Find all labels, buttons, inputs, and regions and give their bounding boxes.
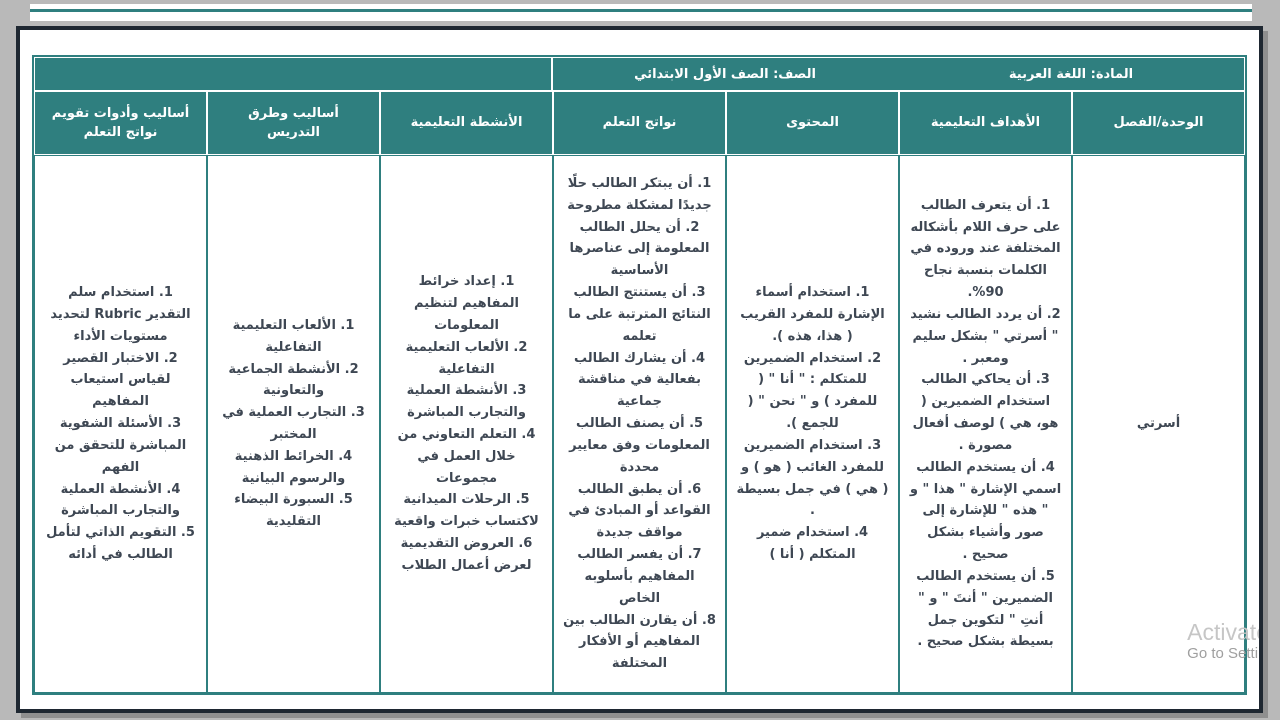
cell-assessment: 1. استخدام سلم التقدير Rubric لتحديد مست… <box>34 155 207 693</box>
list-item: 5. السبورة البيضاء التقليدية <box>234 492 353 530</box>
cell-activities: 1. إعداد خرائط المفاهيم لتنظيم المعلومات… <box>380 155 553 693</box>
column-header-unit: الوحدة/الفصل <box>1072 91 1245 155</box>
list-item: 3. استخدام الضميرين للمفرد الغائب ( هو )… <box>736 437 889 519</box>
column-header-methods: أساليب وطرق التدريس <box>207 91 380 155</box>
list-item: 1. استخدام أسماء الإشارة للمفرد القريب (… <box>740 285 885 344</box>
grade-label: الصف: الصف الأول الابتدائي <box>634 66 816 82</box>
list-item: 4. أن يشارك الطالب بفعالية في مناقشة جما… <box>573 350 706 410</box>
list-item: 2. الأنشطة الجماعية والتعاونية <box>228 361 359 399</box>
column-header-assessment: أساليب وأدوات تقويم نواتج التعلم <box>34 91 207 155</box>
list-item: 4. استخدام ضمير المتكلم ( أنا ) <box>756 525 869 563</box>
list-item: 3. الأسئلة الشفوية المباشرة للتحقق من ال… <box>54 416 187 475</box>
cell-methods: 1. الألعاب التعليمية التفاعلية 2. الأنشطة… <box>207 155 380 693</box>
lesson-plan-table: المادة: اللغة العربية الصف: الصف الأول ا… <box>32 55 1247 695</box>
list-item: 1. إعداد خرائط المفاهيم لتنظيم المعلومات <box>414 274 519 333</box>
list-item: 2. الاختبار القصير لقياس استيعاب المفاهي… <box>63 350 178 410</box>
list-item: 4. الخرائط الذهنية والرسوم البيانية <box>234 448 353 486</box>
list-item: 3. أن يستنتج الطالب النتائج المترتبة على… <box>568 285 711 344</box>
list-item: 5. التقويم الذاتي لتأمل الطالب في أدائه <box>46 525 195 563</box>
column-header-objectives: الأهداف التعليمية <box>899 91 1072 155</box>
list-item: 2. أن يحلل الطالب المعلومة إلى عناصرها ا… <box>569 219 710 279</box>
list-item: 3. الأنشطة العملية والتجارب المباشرة <box>406 383 527 421</box>
table-top-header-row: المادة: اللغة العربية الصف: الصف الأول ا… <box>34 57 1245 91</box>
list-item: 2. استخدام الضميرين للمتكلم : " أنا " ( … <box>743 350 882 432</box>
cell-outcomes: 1. أن يبتكر الطالب حلًا جديدًا لمشكلة مط… <box>553 155 726 693</box>
list-item: 1. استخدام سلم التقدير Rubric لتحديد مست… <box>50 285 191 344</box>
table-body-row: أسرتي 1. أن يتعرف الطالب على حرف اللام ب… <box>34 155 1245 693</box>
list-item: 6. العروض التقديمية لعرض أعمال الطلاب <box>400 536 533 573</box>
column-header-activities: الأنشطة التعليمية <box>380 91 553 155</box>
list-item: 5. الرحلات الميدانية لاكتساب خبرات واقعي… <box>394 492 539 530</box>
list-item: 1. أن يتعرف الطالب على حرف اللام بأشكاله… <box>910 197 1061 301</box>
cell-objectives: 1. أن يتعرف الطالب على حرف اللام بأشكاله… <box>899 155 1072 693</box>
page-frame: المادة: اللغة العربية الصف: الصف الأول ا… <box>16 26 1263 713</box>
list-item: 6. أن يطبق الطالب القواعد أو المبادئ في … <box>568 481 711 541</box>
list-item: 1. أن يبتكر الطالب حلًا جديدًا لمشكلة مط… <box>567 175 712 213</box>
list-item: 2. أن يردد الطالب نشيد " أسرتي " بشكل سل… <box>910 306 1061 366</box>
column-header-content: المحتوى <box>726 91 899 155</box>
list-item: 3. التجارب العملية في المختبر <box>222 405 365 442</box>
list-item: 8. أن يقارن الطالب بين المفاهيم أو الأفك… <box>563 612 716 672</box>
top-page-strip <box>30 4 1252 21</box>
subject-label: المادة: اللغة العربية <box>1008 66 1134 82</box>
list-item: 3. أن يحاكي الطالب استخدام الضميرين ( هو… <box>912 372 1059 453</box>
list-item: 5. أن يصنف الطالب المعلومات وفق معايير م… <box>569 416 710 475</box>
list-item: 7. أن يفسر الطالب المفاهيم بأسلوبه الخاص <box>577 547 702 606</box>
column-header-outcomes: نواتج التعلم <box>553 91 726 155</box>
column-header-row: الوحدة/الفصل الأهداف التعليمية المحتوى ن… <box>34 91 1245 155</box>
list-item: 1. الألعاب التعليمية التفاعلية <box>232 317 355 355</box>
list-item: 5. أن يستخدم الطالب الضميرين " أنتَ " و … <box>916 568 1055 650</box>
cell-unit: أسرتي <box>1072 155 1245 693</box>
top-header-empty-cell <box>34 57 553 91</box>
list-item: 4. أن يستخدم الطالب اسمي الإشارة " هذا "… <box>909 459 1062 563</box>
list-item: 2. الألعاب التعليمية التفاعلية <box>405 339 528 377</box>
unit-value: أسرتي <box>1136 416 1181 432</box>
cell-content: 1. استخدام أسماء الإشارة للمفرد القريب (… <box>726 155 899 693</box>
document-page: المادة: اللغة العربية الصف: الصف الأول ا… <box>20 30 1259 709</box>
subject-grade-cell: المادة: اللغة العربية الصف: الصف الأول ا… <box>551 57 1245 91</box>
list-item: 4. الأنشطة العملية والتجارب المباشرة <box>60 481 181 519</box>
teal-rule <box>30 9 1252 12</box>
list-item: 4. التعلم التعاوني من خلال العمل في مجمو… <box>397 427 536 486</box>
